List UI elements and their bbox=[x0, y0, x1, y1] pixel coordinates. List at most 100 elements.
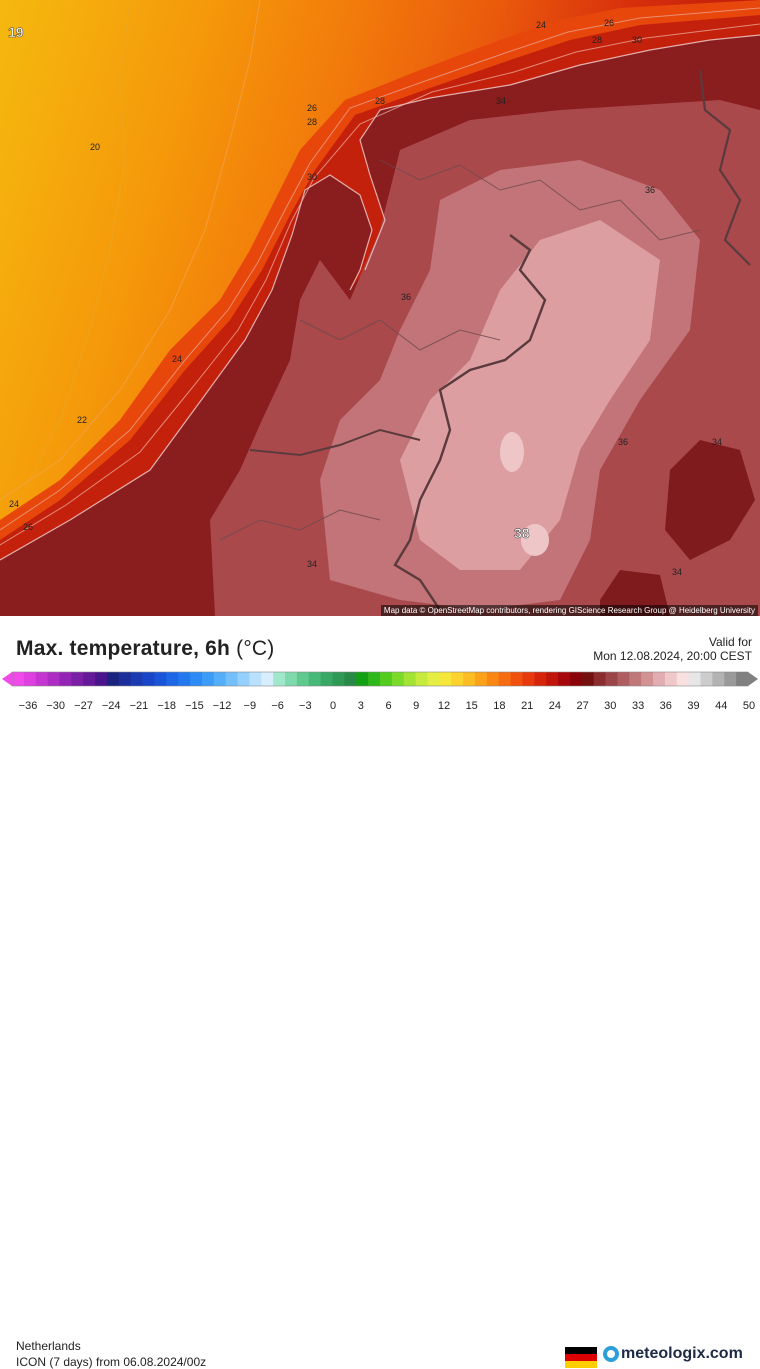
scale-tick-label: −27 bbox=[74, 700, 93, 712]
scale-swatch bbox=[581, 672, 595, 686]
scale-swatch bbox=[617, 672, 630, 686]
scale-swatch bbox=[249, 672, 262, 686]
contour-label: 34 bbox=[307, 559, 317, 569]
scale-swatch bbox=[118, 672, 132, 686]
scale-swatch bbox=[332, 672, 345, 686]
scale-tick-label: 39 bbox=[687, 700, 699, 712]
scale-swatch bbox=[380, 672, 393, 686]
scale-swatch bbox=[451, 672, 464, 686]
contour-label: 24 bbox=[172, 354, 182, 364]
contour-label: 34 bbox=[712, 437, 722, 447]
coastline bbox=[0, 34, 760, 561]
run-time: 06.08.2024/00z bbox=[123, 1355, 207, 1369]
scale-swatch bbox=[474, 672, 488, 686]
flag-stripe bbox=[565, 1354, 597, 1361]
cool-pocket-east bbox=[665, 440, 755, 560]
flag-stripe bbox=[565, 1361, 597, 1368]
scale-tick-label: −36 bbox=[19, 700, 38, 712]
scale-swatch bbox=[605, 672, 618, 686]
scale-swatch bbox=[23, 672, 37, 686]
scale-swatch bbox=[688, 672, 702, 686]
contour-label: 34 bbox=[672, 567, 682, 577]
scale-tick-label: 6 bbox=[385, 700, 391, 712]
meteologix-logo-icon bbox=[603, 1346, 619, 1362]
scale-swatch bbox=[498, 672, 512, 686]
region-border-mid bbox=[299, 319, 501, 351]
scale-tick-label: 3 bbox=[358, 700, 364, 712]
scale-swatch bbox=[712, 672, 725, 686]
contour-label: 26 bbox=[23, 522, 33, 532]
scale-tick-label: 50 bbox=[743, 700, 755, 712]
map-attribution: Map data © OpenStreetMap contributors, r… bbox=[380, 605, 758, 616]
scale-arrow-right-icon bbox=[748, 672, 758, 686]
scale-tick-label: 15 bbox=[466, 700, 478, 712]
from-label: from bbox=[96, 1355, 121, 1369]
scale-swatch bbox=[534, 672, 547, 686]
scale-swatch bbox=[225, 672, 239, 686]
contour-label: 24 bbox=[536, 20, 546, 30]
scale-swatch bbox=[724, 672, 737, 686]
contour-line-inner bbox=[0, 23, 760, 546]
contour-label: 34 bbox=[496, 96, 506, 106]
scale-tick-label: −30 bbox=[46, 700, 65, 712]
country-border bbox=[393, 234, 547, 611]
scale-swatch bbox=[676, 672, 690, 686]
scale-swatch bbox=[700, 672, 713, 686]
scale-swatch bbox=[285, 672, 298, 686]
scale-swatch bbox=[296, 672, 310, 686]
contour-label: 38 bbox=[514, 525, 530, 541]
scale-swatch bbox=[641, 672, 654, 686]
contour-label: 36 bbox=[645, 185, 655, 195]
scale-swatch bbox=[190, 672, 203, 686]
scale-swatch bbox=[558, 672, 571, 686]
scale-tick-label: −18 bbox=[157, 700, 176, 712]
scale-swatch bbox=[106, 672, 120, 686]
color-scale: −36 −30 −27 −24 −21 −18 −15 −12 −9 −6 −3 0 3 6 9 12 15 18… bbox=[2, 671, 758, 712]
scale-tick-label: 44 bbox=[715, 700, 727, 712]
scale-swatch bbox=[35, 672, 49, 686]
scale-swatch bbox=[415, 672, 428, 686]
contour-line-mid bbox=[0, 0, 261, 501]
scale-swatch bbox=[664, 672, 678, 686]
scale-swatch bbox=[463, 672, 476, 686]
scale-swatch bbox=[486, 672, 500, 686]
scale-swatch bbox=[736, 672, 749, 686]
scale-tick-label: 9 bbox=[413, 700, 419, 712]
scale-swatch bbox=[593, 672, 607, 686]
scale-tick-label: 36 bbox=[660, 700, 672, 712]
scale-swatch bbox=[403, 672, 417, 686]
scale-swatch bbox=[261, 672, 274, 686]
contour-line-outer bbox=[0, 7, 760, 531]
meteologix-brand[interactable]: meteologix.com bbox=[603, 1345, 743, 1363]
contour-label: 28 bbox=[375, 96, 385, 106]
temperature-map[interactable]: 19 20 22 24 24 26 24 26 28 30 26 28 28 3… bbox=[0, 0, 760, 616]
brand-text: meteologix.com bbox=[621, 1345, 743, 1362]
contour-label: 26 bbox=[604, 18, 614, 28]
scale-swatch bbox=[47, 672, 60, 686]
scale-swatch bbox=[439, 672, 452, 686]
scale-swatch bbox=[71, 672, 84, 686]
scale-tick-label: 18 bbox=[493, 700, 505, 712]
cool-pocket-south bbox=[600, 570, 670, 616]
scale-swatch bbox=[522, 672, 535, 686]
country-border-east bbox=[698, 69, 751, 266]
contour-label: 22 bbox=[77, 415, 87, 425]
scale-tick-label: 21 bbox=[521, 700, 533, 712]
valid-label: Valid for bbox=[708, 635, 752, 649]
scale-arrow-left-icon bbox=[2, 672, 12, 686]
region-border-south bbox=[219, 509, 381, 541]
scale-tick-label: 33 bbox=[632, 700, 644, 712]
title-text: Max. temperature, 6h bbox=[16, 637, 231, 660]
scale-tick-label: 12 bbox=[438, 700, 450, 712]
scale-swatch bbox=[166, 672, 179, 686]
scale-swatch bbox=[213, 672, 227, 686]
scale-swatch bbox=[308, 672, 322, 686]
region-name: Netherlands bbox=[16, 1339, 81, 1353]
scale-swatch bbox=[344, 672, 357, 686]
contour-label: 20 bbox=[90, 142, 100, 152]
scale-tick-label: −3 bbox=[299, 700, 312, 712]
scale-swatch bbox=[510, 672, 523, 686]
scale-tick-label: −9 bbox=[244, 700, 257, 712]
scale-swatch bbox=[546, 672, 559, 686]
contour-label: 30 bbox=[307, 172, 317, 182]
